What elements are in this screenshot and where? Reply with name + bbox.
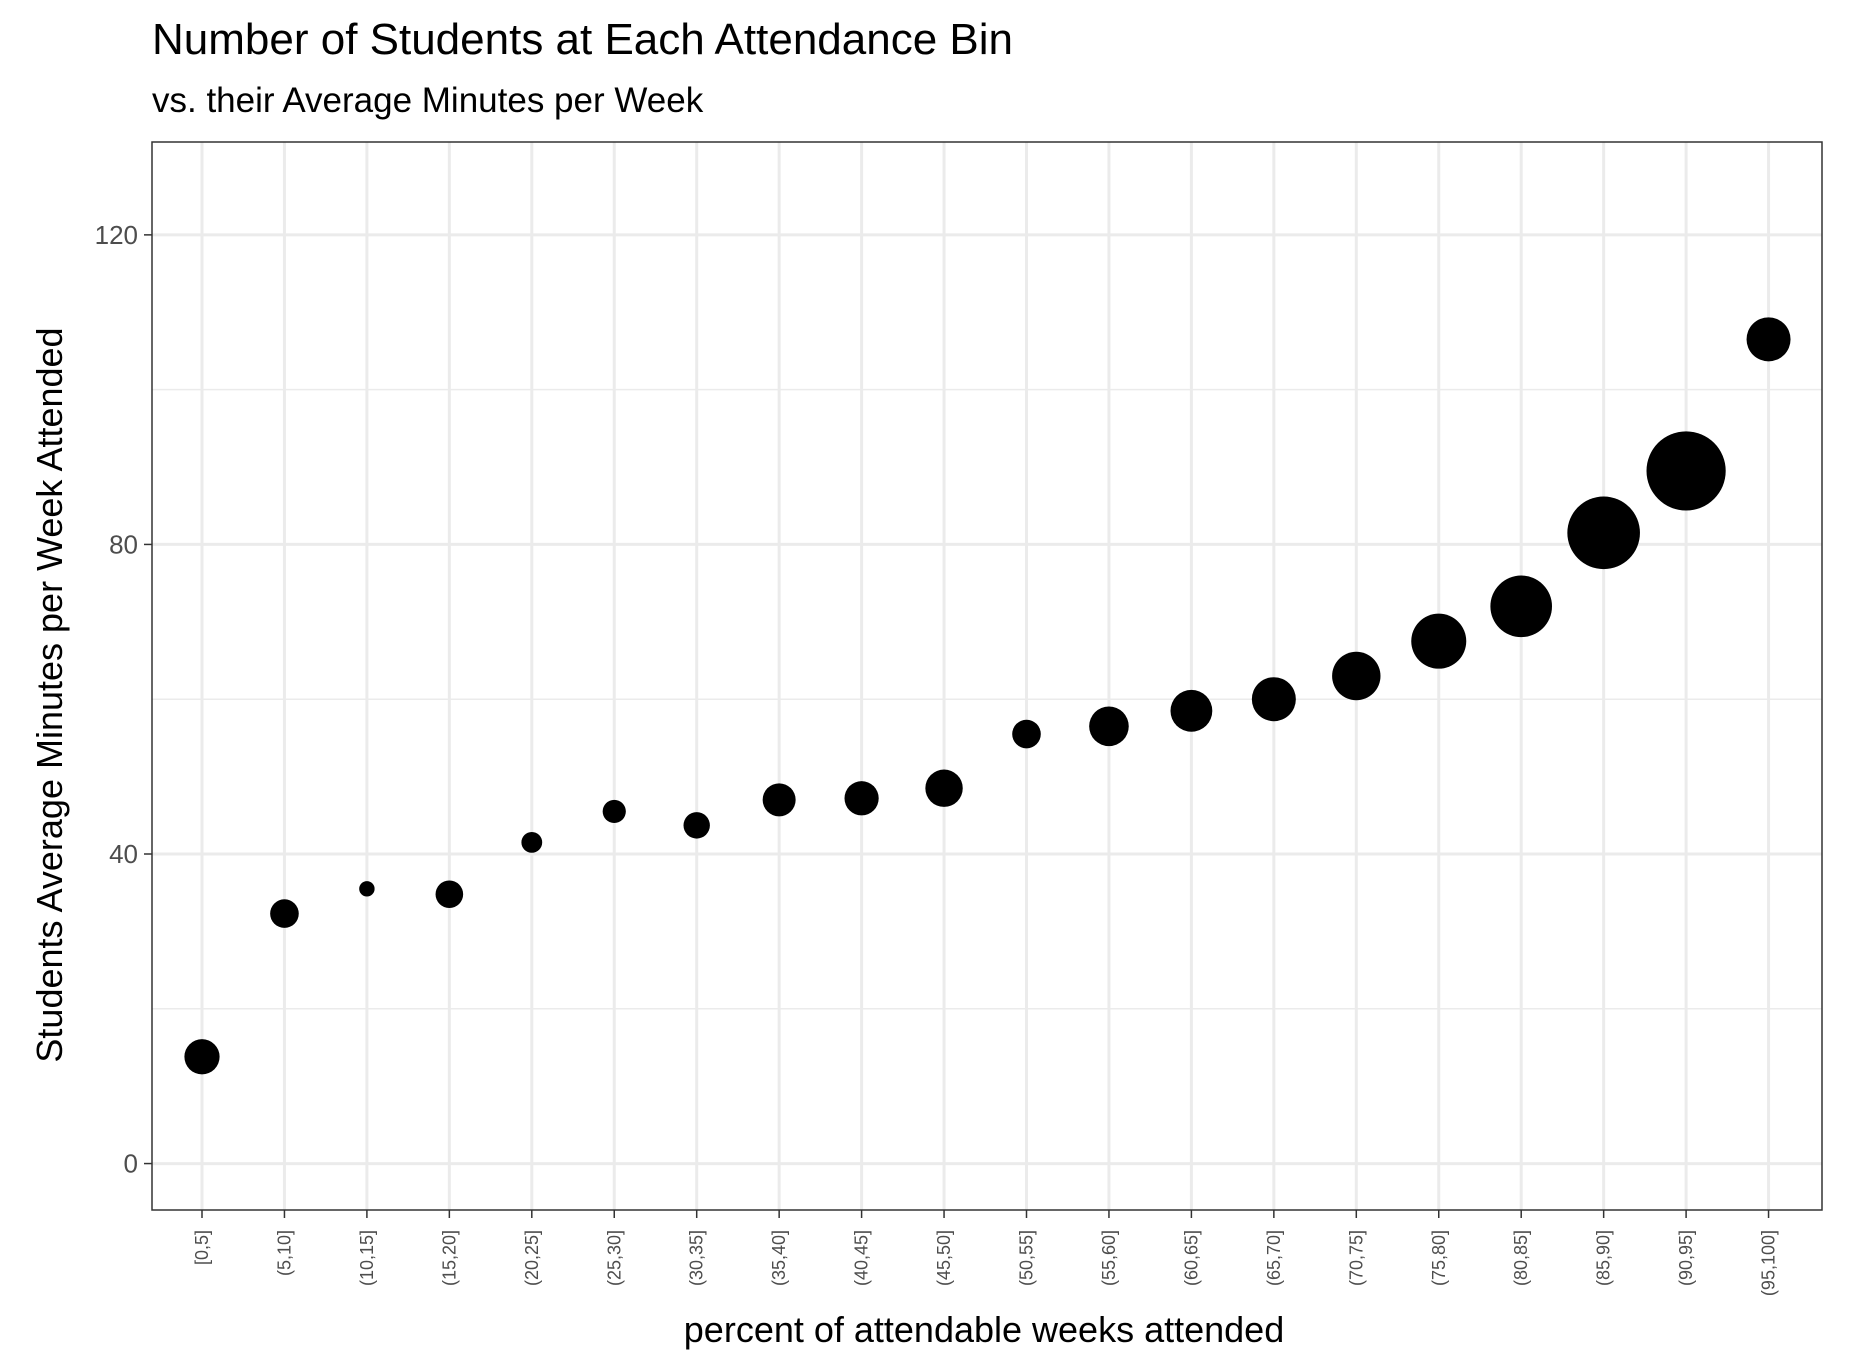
x-tick-label: (85,90] bbox=[1594, 1230, 1614, 1286]
data-point bbox=[435, 880, 464, 909]
data-point bbox=[1089, 706, 1129, 747]
x-tick-label: (20,25] bbox=[522, 1230, 542, 1286]
panel-border bbox=[151, 141, 1823, 1211]
x-tick-label: (65,70] bbox=[1264, 1230, 1284, 1286]
data-point bbox=[1646, 431, 1726, 511]
x-tick-label: (10,15] bbox=[357, 1230, 377, 1286]
y-tick-label: 40 bbox=[109, 839, 138, 869]
chart-title: Number of Students at Each Attendance Bi… bbox=[152, 15, 1013, 64]
x-axis-title: percent of attendable weeks attended bbox=[684, 1309, 1284, 1350]
x-tick-label: (5,10] bbox=[274, 1230, 294, 1276]
y-axis-title: Students Average Minutes per Week Attend… bbox=[29, 327, 70, 1062]
x-tick-label: [0,5] bbox=[192, 1230, 212, 1265]
data-point bbox=[1746, 317, 1791, 362]
data-point bbox=[1411, 613, 1467, 669]
x-tick-label: (80,85] bbox=[1511, 1230, 1531, 1286]
data-point bbox=[1170, 689, 1213, 732]
data-point bbox=[359, 881, 375, 897]
data-point bbox=[1012, 719, 1041, 749]
x-tick-label: (30,35] bbox=[687, 1230, 707, 1286]
y-tick-label: 80 bbox=[109, 529, 138, 559]
x-tick-label: (15,20] bbox=[439, 1230, 459, 1286]
x-tick-label: (60,65] bbox=[1181, 1230, 1201, 1286]
data-point bbox=[602, 799, 626, 824]
x-tick-label: (95,100] bbox=[1759, 1230, 1779, 1296]
chart-subtitle: vs. their Average Minutes per Week bbox=[152, 81, 704, 120]
x-tick-label: (25,30] bbox=[604, 1230, 624, 1286]
data-point bbox=[683, 812, 710, 839]
data-point bbox=[1332, 651, 1381, 701]
y-axis: 0 40 80 120 bbox=[95, 220, 152, 1179]
x-tick-label: (45,50] bbox=[934, 1230, 954, 1286]
grid bbox=[152, 142, 1822, 1210]
data-point bbox=[1567, 496, 1640, 570]
x-tick-label: (50,55] bbox=[1017, 1230, 1037, 1286]
data-point bbox=[270, 899, 299, 928]
data-point bbox=[1490, 575, 1552, 638]
x-axis: [0,5] (5,10] (10,15] (15,20] (20,25] (25,30] (… bbox=[192, 1210, 1779, 1296]
data-point bbox=[521, 831, 543, 853]
x-tick-label: (90,95] bbox=[1676, 1230, 1696, 1286]
x-tick-label: (35,40] bbox=[769, 1230, 789, 1286]
y-tick-label: 120 bbox=[95, 220, 138, 250]
data-point bbox=[1251, 677, 1296, 722]
data-points bbox=[184, 317, 1791, 1075]
data-point bbox=[925, 769, 963, 807]
y-tick-label: 0 bbox=[124, 1149, 138, 1179]
x-tick-label: (75,80] bbox=[1429, 1230, 1449, 1286]
data-point bbox=[762, 783, 796, 817]
x-tick-label: (70,75] bbox=[1346, 1230, 1366, 1286]
x-tick-label: (40,45] bbox=[852, 1230, 872, 1286]
data-point bbox=[844, 781, 879, 816]
x-tick-label: (55,60] bbox=[1099, 1230, 1119, 1286]
data-point bbox=[184, 1039, 220, 1075]
